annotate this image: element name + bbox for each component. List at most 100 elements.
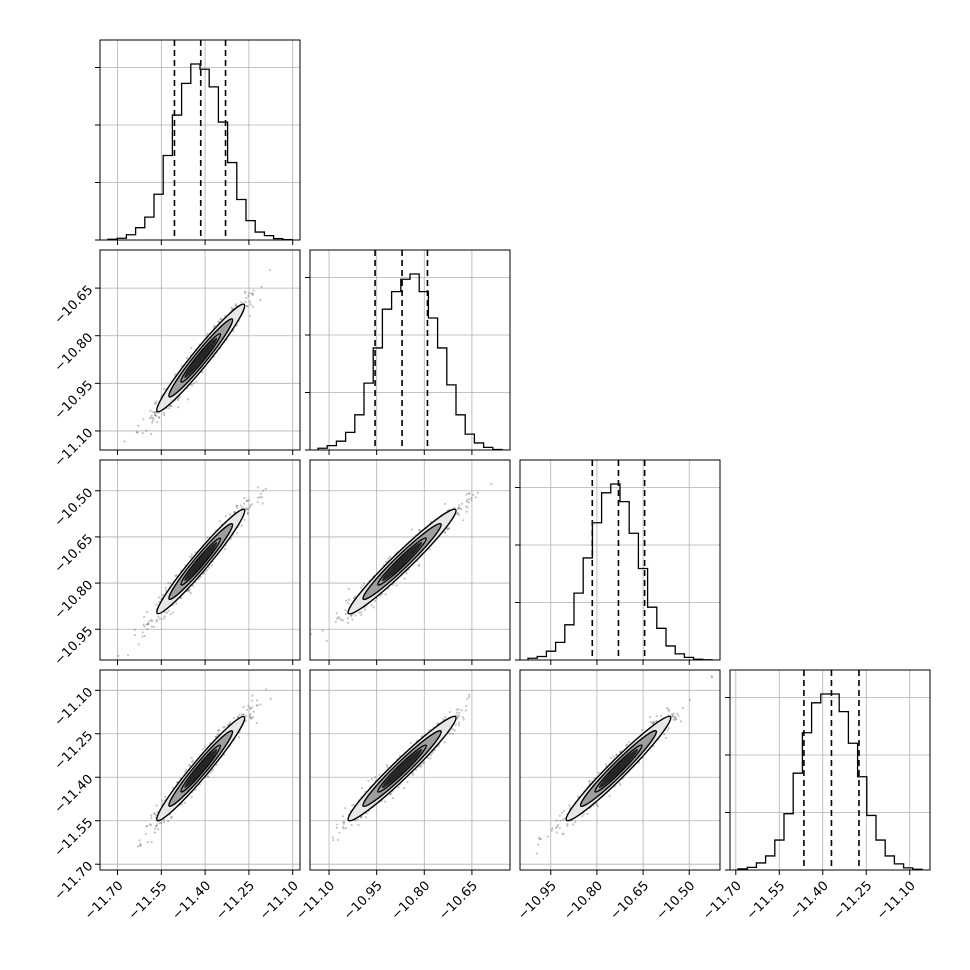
scatter-point bbox=[157, 416, 161, 419]
scatter-point bbox=[252, 710, 255, 713]
scatter-point bbox=[663, 733, 666, 736]
density-plot bbox=[310, 460, 510, 660]
scatter-point bbox=[246, 511, 249, 515]
scatter-point bbox=[711, 676, 714, 679]
scatter-point bbox=[141, 635, 144, 638]
panel-frame bbox=[99, 39, 301, 241]
scatter-point bbox=[342, 821, 345, 824]
scatter-point bbox=[237, 736, 240, 739]
scatter-point bbox=[133, 634, 137, 637]
scatter-point bbox=[180, 803, 183, 806]
scatter-point bbox=[246, 512, 249, 515]
scatter-point bbox=[490, 483, 493, 486]
scatter-point bbox=[235, 506, 239, 509]
scatter-point bbox=[384, 593, 387, 596]
y-tick-label: −11.25 bbox=[52, 728, 97, 773]
scatter-point bbox=[191, 384, 194, 387]
x-tick-label: −11.40 bbox=[787, 878, 832, 923]
density-panel-2-3 bbox=[519, 669, 721, 871]
scatter-point bbox=[249, 707, 252, 710]
scatter-point bbox=[612, 755, 615, 758]
contour-middle bbox=[362, 730, 442, 808]
contour-middle bbox=[168, 730, 234, 807]
scatter-point bbox=[342, 822, 345, 826]
scatter-point bbox=[117, 654, 120, 658]
scatter-point bbox=[411, 773, 414, 777]
scatter-point bbox=[161, 799, 164, 802]
scatter-point bbox=[462, 718, 465, 721]
scatter-point bbox=[615, 754, 618, 757]
scatter-point bbox=[444, 531, 447, 534]
scatter-point bbox=[175, 573, 178, 577]
scatter-point bbox=[171, 786, 175, 789]
scatter-point bbox=[256, 501, 259, 504]
scatter-point bbox=[672, 712, 675, 715]
scatter-point bbox=[242, 502, 246, 505]
scatter-point bbox=[465, 493, 468, 496]
y-tick-label: −11.40 bbox=[52, 772, 97, 817]
scatter-point bbox=[249, 716, 253, 719]
scatter-point bbox=[468, 492, 471, 495]
scatter-point bbox=[332, 838, 335, 842]
scatter-point bbox=[212, 325, 215, 328]
scatter-point bbox=[224, 514, 227, 518]
scatter-point bbox=[537, 836, 541, 839]
scatter-point bbox=[234, 303, 237, 306]
scatter-point bbox=[155, 618, 159, 622]
scatter-point bbox=[456, 512, 459, 515]
scatter-point bbox=[152, 812, 156, 815]
scatter-point bbox=[625, 744, 628, 747]
scatter-point bbox=[353, 597, 356, 600]
scatter-point bbox=[133, 628, 136, 631]
scatter-point bbox=[665, 707, 669, 710]
scatter-point bbox=[248, 314, 252, 317]
scatter-point bbox=[679, 720, 682, 723]
scatter-point bbox=[457, 724, 461, 727]
scatter-point bbox=[464, 709, 467, 712]
scatter-point bbox=[219, 318, 222, 321]
scatter-point bbox=[168, 407, 171, 410]
scatter-point bbox=[386, 765, 389, 769]
scatter-point bbox=[384, 561, 387, 564]
scatter-point bbox=[187, 398, 190, 401]
density-plot bbox=[520, 670, 720, 870]
scatter-point bbox=[156, 827, 160, 831]
scatter-point bbox=[385, 764, 388, 767]
scatter-point bbox=[361, 584, 364, 587]
scatter-point bbox=[649, 721, 653, 724]
scatter-point bbox=[465, 505, 468, 508]
contour-inner bbox=[377, 744, 427, 793]
scatter-point bbox=[223, 548, 227, 551]
scatter-point bbox=[160, 821, 163, 825]
scatter-point bbox=[474, 496, 477, 499]
scatter-point bbox=[146, 622, 149, 626]
scatter-point bbox=[163, 615, 166, 618]
scatter-point bbox=[551, 827, 554, 830]
panel-frame bbox=[99, 669, 301, 871]
scatter-point bbox=[244, 714, 248, 718]
scatter-point bbox=[566, 824, 569, 827]
hist-panel-0 bbox=[95, 39, 301, 241]
scatter-point bbox=[359, 586, 362, 589]
scatter-point bbox=[176, 399, 180, 402]
scatter-point bbox=[256, 704, 259, 707]
contour-middle bbox=[362, 522, 442, 601]
scatter-point bbox=[164, 586, 167, 589]
x-tick-label: −11.70 bbox=[82, 878, 127, 923]
scatter-point bbox=[539, 837, 542, 840]
scatter-point bbox=[653, 721, 656, 724]
scatter-point bbox=[157, 615, 160, 619]
contour-outer bbox=[347, 715, 457, 822]
scatter-point bbox=[344, 827, 348, 830]
scatter-point bbox=[245, 499, 248, 502]
scatter-point bbox=[443, 530, 446, 534]
density-plot bbox=[100, 670, 300, 870]
density-fill-core bbox=[184, 541, 218, 582]
density-fill-core bbox=[381, 541, 423, 582]
scatter-point bbox=[236, 715, 240, 719]
scatter-point bbox=[627, 740, 631, 744]
scatter-point bbox=[347, 602, 350, 605]
scatter-point bbox=[139, 844, 142, 847]
scatter-point bbox=[391, 797, 395, 800]
scatter-point bbox=[470, 498, 473, 502]
